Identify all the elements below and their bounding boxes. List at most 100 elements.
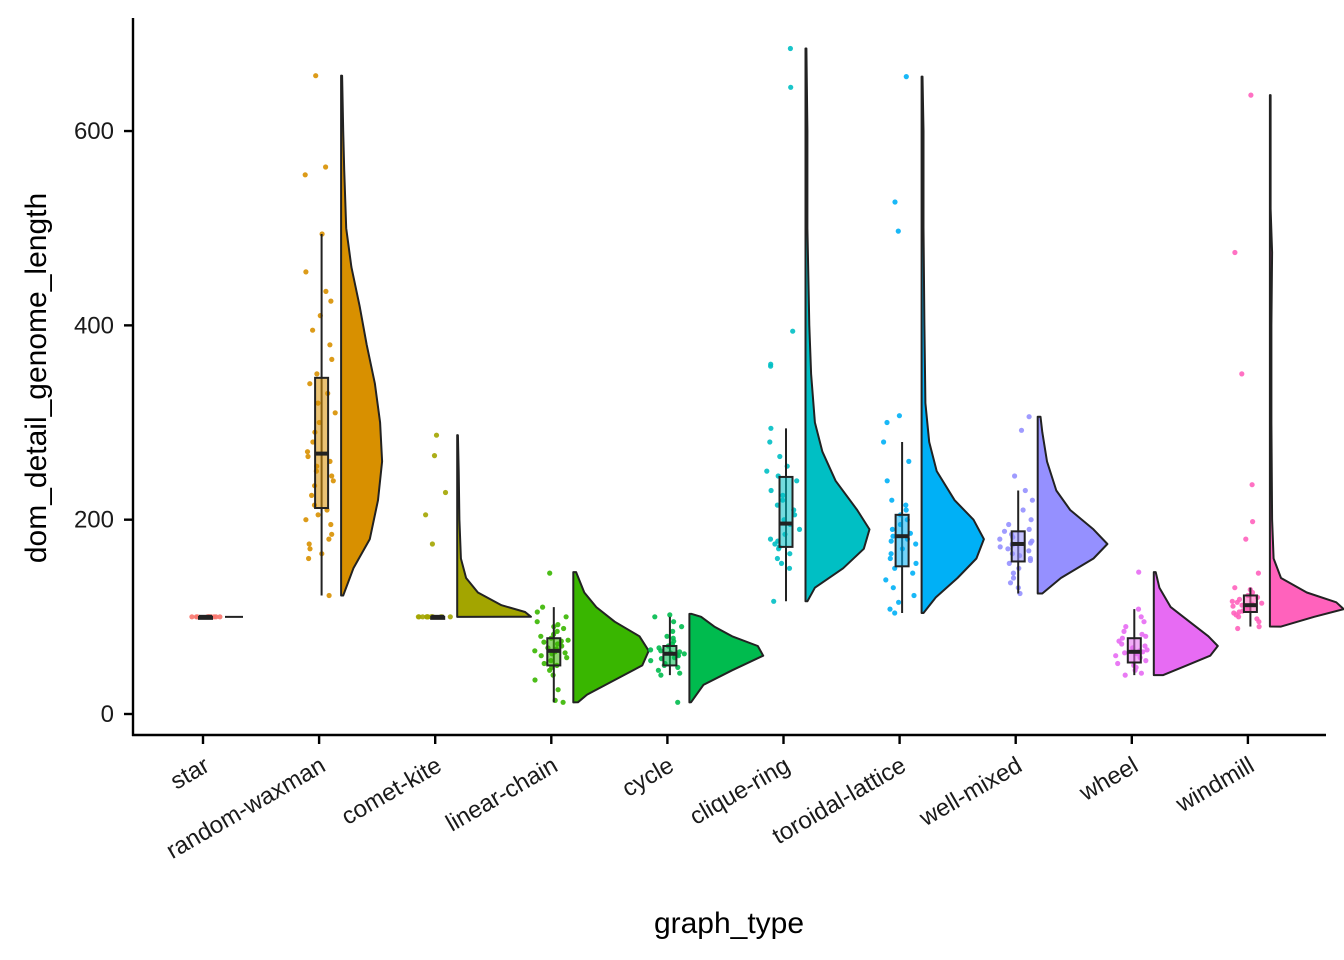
data-point [565,637,571,643]
group-well-mixed [997,414,1109,597]
data-point [778,560,785,567]
data-point [1142,643,1148,649]
data-point [786,565,793,571]
data-point [675,699,681,705]
data-point [768,425,774,431]
data-point [881,439,887,445]
data-point [425,614,431,620]
data-point [1231,610,1237,616]
violin-comet-kite [456,434,532,618]
y-tick-label: 200 [74,507,114,534]
data-point [547,570,553,576]
group-comet-kite [415,432,532,620]
data-point [540,604,546,610]
data-point [330,478,336,484]
box-well-mixed [1010,530,1026,563]
data-point [658,672,664,678]
data-point [1010,570,1017,576]
data-point [679,624,685,630]
data-point [447,614,453,620]
violin-linear-chain [572,571,650,704]
data-point [677,670,683,676]
data-point [997,536,1003,542]
data-point [1229,598,1235,604]
data-point [429,541,435,547]
data-point [329,356,335,362]
data-point [1135,606,1142,612]
x-tick-label: cycle [618,752,679,803]
data-point [315,512,321,518]
data-point [884,419,890,426]
data-point [655,667,662,673]
data-point [328,298,334,304]
data-point [664,633,670,639]
data-point [1255,570,1261,576]
data-point [1018,427,1025,433]
data-point [648,647,654,653]
data-point [997,544,1003,550]
data-point [896,599,902,605]
data-point [217,614,223,620]
data-point [1113,653,1119,659]
data-point [656,645,662,651]
data-point [1141,619,1147,625]
data-point [1116,638,1122,644]
data-point [787,551,793,557]
group-cycle [648,612,765,705]
data-point [671,619,677,625]
data-point [906,458,912,464]
data-point [681,651,687,657]
data-point [534,619,540,625]
data-point [892,199,898,205]
data-point [431,453,438,459]
group-clique-ring [764,45,871,604]
box-toroidal-lattice [894,513,910,568]
data-point [305,453,311,460]
data-point [888,538,894,544]
data-point [888,551,894,557]
data-point [903,502,909,508]
data-point [555,622,561,628]
data-point [306,541,312,547]
data-point [1122,672,1128,678]
data-point [913,541,919,547]
data-point [1029,538,1035,544]
x-tick-label: star [166,752,214,795]
data-point [895,228,901,234]
data-point [328,521,334,528]
data-point [767,536,774,542]
data-point [189,614,195,620]
data-point [554,628,560,635]
data-point [423,512,429,518]
x-tick-label: linear-chain [441,752,562,837]
data-point [541,639,547,645]
data-point [1138,670,1144,676]
group-linear-chain [532,570,650,705]
data-point [1243,536,1249,542]
data-point [1123,624,1129,630]
x-tick-label: wheel [1074,752,1143,807]
data-point [306,555,312,562]
data-point [790,328,796,334]
data-point [767,439,773,445]
data-point [307,381,313,387]
data-point [787,45,794,52]
group-random-waxman [302,73,384,599]
violin-clique-ring [804,47,871,603]
y-tick-label: 600 [74,118,114,145]
data-point [1020,507,1026,513]
data-point [1249,482,1255,488]
data-point [889,526,896,533]
data-point [555,687,561,693]
data-point [323,164,329,170]
data-point [564,655,570,661]
data-point [1005,546,1011,552]
data-point [1235,625,1241,632]
data-point [768,487,774,494]
data-point [561,625,567,632]
data-point [1026,548,1032,554]
data-point [1119,635,1125,641]
data-point [307,546,313,552]
data-point [892,610,898,616]
